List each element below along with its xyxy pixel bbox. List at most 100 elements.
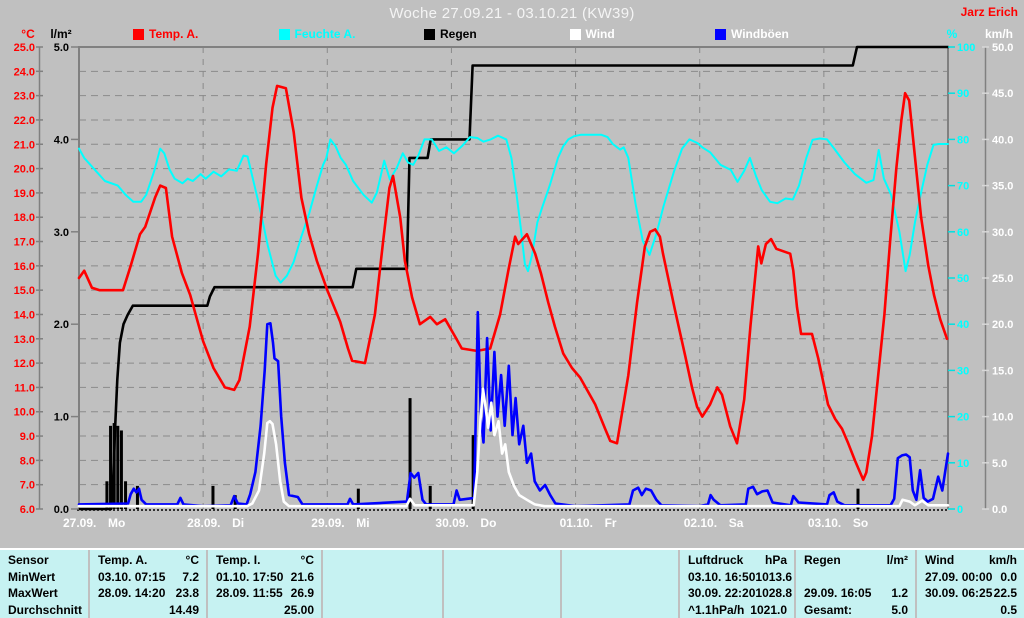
rain-bar (408, 398, 412, 509)
chart-axes: 6.0 7.0 8.0 9.0 10.0 11.0 12.0 13.0 14.0 15.0 16.0… (14, 27, 1014, 516)
humidity-tick-label: 30 (957, 365, 969, 377)
temp-tick-label: 14.0 (14, 309, 35, 321)
table-row-label: Sensor (0, 552, 88, 569)
table-cell (562, 552, 678, 569)
humidity-tick-label: 40 (957, 319, 969, 331)
table-cell (323, 552, 442, 569)
table-cell: 0.5 (917, 602, 1024, 618)
sensor-name: Wind (925, 553, 955, 568)
humidity-tick-label: 70 (957, 181, 969, 193)
legend-label: Temp. A. (149, 27, 199, 41)
temp-tick-label: 25.0 (14, 42, 35, 54)
table-row-label: MinWert (0, 569, 88, 586)
sensor-unit: km/h (988, 553, 1017, 568)
cell-value: 1021.0 (750, 602, 787, 617)
series-temp-a--line (77, 84, 949, 482)
temp-tick-label: 16.0 (14, 261, 35, 273)
wind-tick-label: 15.0 (992, 365, 1013, 377)
wind-tick-label: 20.0 (992, 319, 1013, 331)
temp-tick-label: 11.0 (14, 382, 35, 394)
rain-tick-label: 2.0 (54, 319, 69, 331)
temp-tick-label: 15.0 (14, 285, 35, 297)
table-cell (562, 602, 678, 618)
series-regen-intervall--bars (105, 398, 860, 509)
temp-tick-label: 8.0 (20, 455, 35, 467)
table-column-empty (321, 550, 442, 618)
wind-tick-label: 30.0 (992, 227, 1013, 239)
cell-value: 0.0 (1000, 569, 1017, 584)
legend-swatch-icon (569, 28, 581, 40)
temp-tick-label: 22.0 (14, 115, 35, 127)
rain-bar (124, 481, 128, 509)
wind-tick-label: 25.0 (992, 273, 1013, 285)
wind-tick-label: 40.0 (992, 134, 1013, 146)
table-cell: Wind km/h (917, 552, 1024, 569)
cell-datetime: 27.09. 00:00 (925, 569, 993, 584)
temp-tick-label: 13.0 (14, 334, 35, 346)
rain-bar (112, 423, 116, 509)
temp-tick-label: 23.0 (14, 91, 35, 103)
series-windb-en-line (77, 310, 950, 508)
temp-tick-label: 12.0 (14, 358, 35, 370)
cell-value: 22.5 (993, 586, 1017, 601)
series-feuchte-a--line (78, 133, 949, 284)
table-cell: Gesamt: 5.0 (796, 602, 915, 618)
cell-datetime: 30.09. 22:20 (688, 586, 756, 601)
humidity-tick-label: 80 (957, 134, 969, 146)
temp-tick-label: 17.0 (14, 237, 35, 249)
legend-item-regen: Regen (424, 27, 477, 41)
humidity-tick-label: 0 (957, 504, 963, 516)
cell-datetime: 30.09. 06:25 (925, 586, 993, 601)
cell-datetime: 03.10. 07:15 (98, 569, 166, 584)
x-axis-day-labels: 27.09. Mo 28.09. Di 29.09. Mi 30.09. Do 01.10. Fr… (63, 516, 868, 530)
table-cell: Regen l/m² (796, 552, 915, 569)
day-label: 02.10. Sa (684, 516, 744, 530)
table-cell: 03.10. 07:15 7.2 (90, 569, 206, 586)
cell-value: 21.6 (290, 569, 314, 584)
sensor-name: Temp. A. (98, 553, 148, 568)
table-cell (444, 585, 560, 602)
table-cell: ^1.1hPa/h 1021.0 (680, 602, 794, 618)
cell-datetime: 03.10. 16:50 (688, 569, 756, 584)
humidity-tick-label: 10 (957, 458, 969, 470)
legend-item-temp-a-: Temp. A. (133, 27, 198, 41)
cell-datetime: Gesamt: (804, 602, 853, 617)
temp-tick-label: 19.0 (14, 188, 35, 200)
rain-bar (233, 495, 237, 509)
wind-tick-label: 45.0 (992, 88, 1013, 100)
rain-tick-label: 5.0 (54, 42, 69, 54)
table-cell (444, 569, 560, 586)
table-cell: Temp. I. °C (208, 552, 321, 569)
table-cell (323, 569, 442, 586)
sensor-unit: hPa (764, 553, 787, 568)
table-column-empty (560, 550, 678, 618)
row-label-text: MinWert (8, 569, 56, 584)
rain-bar (119, 430, 123, 509)
sensor-name: Luftdruck (688, 553, 744, 568)
table-row-label: MaxWert (0, 585, 88, 602)
cell-value: 5.0 (891, 602, 908, 617)
chart-series (77, 45, 950, 511)
rain-bar (109, 425, 113, 509)
cell-value: 23.8 (175, 586, 199, 601)
table-cell: 25.00 (208, 602, 321, 618)
day-label: 01.10. Fr (560, 516, 617, 530)
day-label: 28.09. Di (187, 516, 244, 530)
chart-area: 6.0 7.0 8.0 9.0 10.0 11.0 12.0 13.0 14.0 15.0 16.0… (14, 27, 1014, 530)
rain-tick-label: 0.0 (54, 504, 69, 516)
table-cell (444, 602, 560, 618)
humidity-tick-label: 90 (957, 88, 969, 100)
row-label-text: Sensor (8, 553, 49, 568)
rain-bar (211, 485, 215, 509)
table-column-temp-a-: Temp. A. °C 03.10. 07:15 7.2 28.09. 14:20 23.… (88, 550, 206, 618)
chart-gridlines (79, 47, 948, 509)
table-cell (796, 569, 915, 586)
page-title: Woche 27.09.21 - 03.10.21 (KW39) (389, 5, 635, 22)
series-regen-summe--line (77, 45, 950, 511)
cell-value: 7.2 (182, 569, 199, 584)
table-cell: 27.09. 00:00 0.0 (917, 569, 1024, 586)
temp-tick-label: 18.0 (14, 212, 35, 224)
table-cell: 30.09. 06:25 22.5 (917, 585, 1024, 602)
table-column-temp-i-: Temp. I. °C 01.10. 17:50 21.6 28.09. 11:55 26… (206, 550, 321, 618)
table-row-label: Durchschnitt (0, 602, 88, 618)
